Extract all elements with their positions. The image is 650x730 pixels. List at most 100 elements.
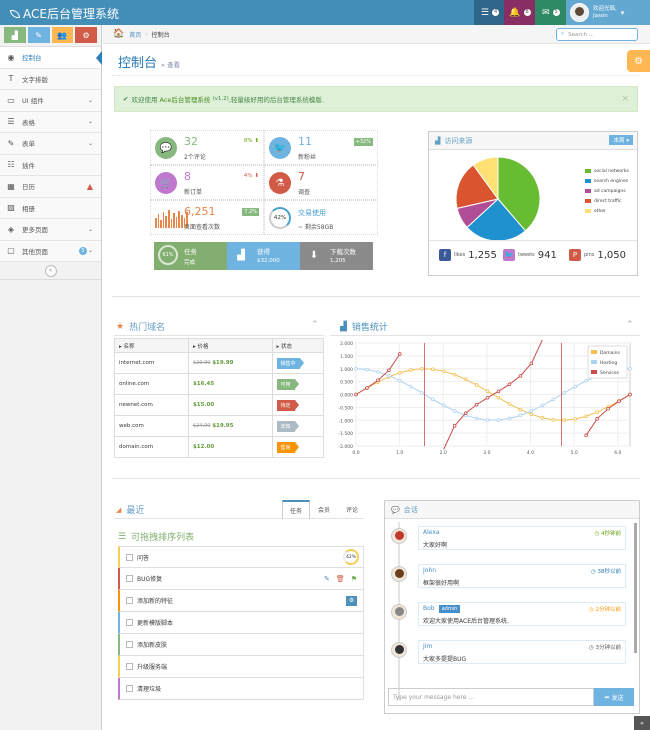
column-header[interactable]: ▸ 名称: [114, 338, 189, 353]
menu-icon: ◉: [7, 52, 15, 62]
spark-bar: [173, 213, 175, 228]
clock-icon: ◷: [590, 569, 598, 575]
flag-icon[interactable]: ⚑: [350, 574, 357, 583]
shortcut-signal-button[interactable]: ▟: [4, 27, 26, 43]
notifications-button[interactable]: 🔔 8: [504, 0, 536, 25]
breadcrumb: 🏠 首页 › 控制台: [103, 25, 650, 44]
sidebar-item-2[interactable]: ▭ UI 组件 ⌄: [0, 90, 101, 112]
data-point: [507, 382, 512, 387]
tab-0[interactable]: 任务: [282, 500, 311, 520]
sidebar-item-5[interactable]: ☷ 插件: [0, 154, 101, 176]
breadcrumb-home-link[interactable]: 首页: [129, 31, 142, 39]
price: $12.00: [192, 444, 215, 450]
column-header[interactable]: ▸ 状态: [271, 338, 325, 353]
tab-2[interactable]: 评论: [346, 507, 359, 514]
list-item[interactable]: 清理垃圾: [118, 678, 364, 700]
sidebar-item-0[interactable]: ◉ 控制台: [0, 47, 102, 69]
recent-header: ◢ 最近: [116, 503, 144, 517]
task-checkbox[interactable]: [126, 685, 133, 692]
y-tick-label: 1.000: [340, 367, 353, 373]
list-item[interactable]: BUG修复 ✎ 🗑 ⚑: [118, 568, 364, 590]
data-point: [496, 389, 501, 394]
infobox-label: 调查: [298, 189, 311, 196]
shortcut-pencil-button[interactable]: ✎: [27, 27, 50, 43]
task-checkbox[interactable]: [126, 619, 133, 626]
list-item[interactable]: 问答 42%: [118, 546, 364, 568]
task-checkbox[interactable]: [126, 641, 133, 648]
status-badge: 待定: [276, 399, 299, 411]
sidebar-item-4[interactable]: ✎ 表单 ⌄: [0, 133, 101, 155]
social-stat: f likes 1,255: [439, 249, 497, 261]
collapse-domains-icon[interactable]: ⌃: [311, 320, 319, 330]
column-header[interactable]: ▸ 价格: [187, 338, 273, 353]
sidebar-item-9[interactable]: ▢ 其他页面 5 ⌄: [0, 240, 101, 262]
cog-icon[interactable]: ⚙: [346, 595, 357, 606]
pins-icon: P: [569, 249, 581, 261]
shortcut-group-button[interactable]: 👥: [51, 27, 74, 43]
clock-icon: ◷: [588, 607, 596, 613]
domain-price-cell: $29.99 $19.99: [187, 352, 273, 374]
week-dropdown-button[interactable]: 本周 ▾: [609, 135, 633, 145]
table-row: internet.com $29.99 $19.99 销售中: [114, 352, 325, 374]
infobox-number: 6,251: [184, 205, 216, 218]
list-item[interactable]: 添加新的特征 ⚙: [118, 590, 364, 612]
task-checkbox[interactable]: [126, 663, 133, 670]
collapse-sales-icon[interactable]: ⌃: [626, 320, 634, 330]
sidebar-item-8[interactable]: ◈ 更多页面 ⌄: [0, 219, 101, 241]
ace-settings-button[interactable]: ⚙: [627, 50, 650, 72]
sender-name[interactable]: Jim: [423, 643, 433, 650]
domain-name: domain.com: [114, 436, 189, 458]
tasks-button[interactable]: ☰ 4: [474, 0, 506, 25]
task-checkbox[interactable]: [126, 553, 133, 561]
brand-logo[interactable]: ACE后台管理系统: [10, 5, 119, 22]
pencil-icon[interactable]: ✎: [323, 574, 330, 583]
data-point: [584, 378, 588, 383]
x-tick-label: 3.0: [483, 450, 490, 456]
sidebar-item-6[interactable]: ▦ 日历 ▲: [0, 176, 101, 198]
sender-name[interactable]: Bob: [423, 605, 435, 612]
time-text: 4秒钟前: [601, 531, 621, 537]
time-text: 3分钟以前: [595, 645, 622, 651]
list-item[interactable]: 添加新皮肤: [118, 634, 364, 656]
scroll-top-button[interactable]: «: [634, 716, 650, 730]
chat-sender: Bob admin: [423, 605, 461, 613]
data-point: [430, 397, 435, 402]
chat-bubble: Bob admin ◷ 2分钟以前 欢迎大家使用ACE后台管理系统.: [418, 602, 626, 626]
sidebar-item-7[interactable]: ▨ 相册: [0, 197, 101, 219]
task-label: 更新模版脚本: [137, 620, 174, 627]
list-item[interactable]: 更新模版脚本: [118, 612, 364, 634]
data-point: [562, 391, 567, 395]
data-point: [485, 395, 490, 400]
shortcut-cogs-button[interactable]: ⚙: [75, 27, 97, 43]
menu-icon: T: [8, 74, 14, 84]
list-item[interactable]: 升级服务端: [118, 656, 364, 678]
trash-icon[interactable]: 🗑: [335, 574, 345, 583]
data-point: [628, 392, 632, 397]
sidebar-item-1[interactable]: T 文字排版: [0, 68, 101, 90]
close-icon[interactable]: ×: [621, 94, 629, 104]
task-checkbox[interactable]: [126, 575, 133, 582]
chat-text: 欢迎大家使用ACE后台管理系统.: [423, 618, 509, 625]
sender-name[interactable]: John: [423, 567, 437, 574]
avatar: [391, 642, 407, 658]
sender-name[interactable]: Alexa: [423, 529, 440, 536]
tab-1[interactable]: 会员: [318, 507, 331, 514]
chat-message-input[interactable]: Type your message here ...: [388, 688, 594, 706]
status-cell: 待定: [271, 394, 325, 416]
spark-bar: [155, 218, 157, 228]
sidebar-collapse[interactable]: «: [0, 262, 101, 280]
send-button[interactable]: ➦ 发送: [594, 688, 634, 706]
legend-swatch: [591, 370, 597, 374]
old-price: $24.99: [192, 423, 211, 429]
chat-scrollbar[interactable]: [634, 523, 637, 653]
task-checkbox[interactable]: [126, 597, 133, 604]
data-point: [409, 368, 413, 372]
user-menu[interactable]: 欢迎光临, Jason ▾: [566, 0, 650, 25]
search-input[interactable]: ⌕ Search ...: [556, 28, 638, 41]
pie-legend: social networks search engines ad campaign…: [585, 167, 629, 217]
sidebar-item-3[interactable]: ☰ 表格 ⌄: [0, 111, 101, 133]
clock-icon: ◷: [594, 531, 601, 537]
menu-icon: ☰: [7, 117, 15, 127]
messages-button[interactable]: ✉ 5: [535, 0, 567, 25]
section-divider-2: [112, 478, 640, 479]
